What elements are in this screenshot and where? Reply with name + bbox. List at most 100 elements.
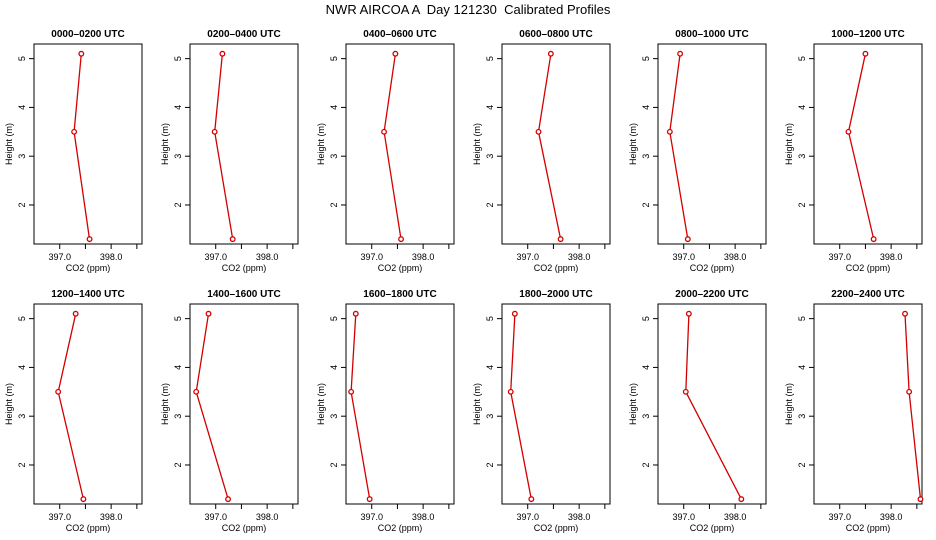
y-tick-label: 5 xyxy=(173,316,183,321)
x-tick-label: 397.0 xyxy=(360,512,383,522)
y-tick-label: 4 xyxy=(641,105,651,110)
data-point xyxy=(684,236,691,243)
plot-frame xyxy=(189,303,299,505)
data-point xyxy=(392,50,399,57)
y-axis-label: Height (m) xyxy=(316,123,326,165)
y-tick-label: 3 xyxy=(329,154,339,159)
x-tick-label: 397.0 xyxy=(516,512,539,522)
panel-title: 0200–0400 UTC xyxy=(207,29,280,40)
x-tick-label: 398.0 xyxy=(256,252,279,262)
y-tick-label: 2 xyxy=(173,462,183,467)
data-point xyxy=(547,50,554,57)
x-tick-label: 398.0 xyxy=(568,512,591,522)
plot-frame xyxy=(501,43,611,245)
y-tick-label: 3 xyxy=(173,414,183,419)
plot-frame xyxy=(657,43,767,245)
plot-frame xyxy=(813,303,923,505)
y-tick-label: 2 xyxy=(641,462,651,467)
data-point xyxy=(72,310,79,317)
data-point xyxy=(528,496,535,503)
profile-line xyxy=(195,313,229,500)
y-tick-label: 2 xyxy=(641,202,651,207)
x-axis-label: CO2 (ppm) xyxy=(66,263,111,273)
data-point xyxy=(352,310,359,317)
x-tick-label: 398.0 xyxy=(568,252,591,262)
data-point xyxy=(398,236,404,243)
profile-line xyxy=(214,53,234,240)
profile-line xyxy=(510,313,532,500)
y-tick-label: 2 xyxy=(797,202,807,207)
plot-frame xyxy=(189,43,299,245)
chart-main-title: NWR AIRCOA A Day 121230 Calibrated Profi… xyxy=(325,2,611,17)
y-axis-label: Height (m) xyxy=(160,123,170,165)
x-tick-label: 397.0 xyxy=(828,512,851,522)
data-point xyxy=(738,496,745,503)
panel-title: 1000–1200 UTC xyxy=(831,29,904,40)
x-tick-label: 398.0 xyxy=(100,512,123,522)
data-point xyxy=(917,496,924,503)
y-tick-label: 4 xyxy=(485,365,495,370)
y-tick-label: 2 xyxy=(173,202,183,207)
data-point xyxy=(507,388,514,395)
y-tick-label: 2 xyxy=(485,202,495,207)
panel-title: 1600–1800 UTC xyxy=(363,289,436,300)
x-tick-label: 398.0 xyxy=(256,512,279,522)
y-tick-label: 3 xyxy=(797,154,807,159)
plot-frame xyxy=(657,303,767,505)
x-tick-label: 397.0 xyxy=(516,252,539,262)
y-tick-label: 2 xyxy=(329,462,339,467)
y-axis-label: Height (m) xyxy=(472,383,482,425)
profile-line xyxy=(57,313,85,500)
profile-line xyxy=(904,313,922,500)
y-tick-label: 4 xyxy=(329,365,339,370)
panel-title: 2200–2400 UTC xyxy=(831,289,904,300)
y-tick-label: 2 xyxy=(17,202,27,207)
y-tick-label: 3 xyxy=(17,154,27,159)
y-tick-label: 4 xyxy=(485,105,495,110)
panel-title: 1400–1600 UTC xyxy=(207,289,280,300)
y-axis-label: Height (m) xyxy=(160,383,170,425)
y-tick-label: 3 xyxy=(485,154,495,159)
data-point xyxy=(381,128,388,135)
y-tick-label: 3 xyxy=(485,414,495,419)
data-point xyxy=(666,128,673,135)
y-tick-label: 5 xyxy=(329,316,339,321)
y-tick-label: 5 xyxy=(17,56,27,61)
x-axis-label: CO2 (ppm) xyxy=(66,523,111,533)
y-tick-label: 3 xyxy=(641,414,651,419)
y-tick-label: 3 xyxy=(173,154,183,159)
profile-line xyxy=(537,53,562,240)
plot-frame xyxy=(33,43,143,245)
plot-frame xyxy=(813,43,923,245)
y-tick-label: 5 xyxy=(329,56,339,61)
y-axis-label: Height (m) xyxy=(4,383,14,425)
x-axis-label: CO2 (ppm) xyxy=(690,263,735,273)
x-tick-label: 398.0 xyxy=(412,252,435,262)
x-tick-label: 398.0 xyxy=(100,252,123,262)
panel-title: 2000–2200 UTC xyxy=(675,289,748,300)
profile-line xyxy=(847,53,875,240)
data-point xyxy=(682,388,689,395)
data-point xyxy=(193,388,200,395)
y-tick-label: 5 xyxy=(485,56,495,61)
plot-frame xyxy=(345,43,455,245)
profile-line xyxy=(669,53,689,240)
y-tick-label: 5 xyxy=(485,316,495,321)
y-tick-label: 3 xyxy=(797,414,807,419)
x-tick-label: 397.0 xyxy=(48,512,71,522)
data-point xyxy=(845,128,852,135)
y-tick-label: 4 xyxy=(641,365,651,370)
x-axis-label: CO2 (ppm) xyxy=(378,523,423,533)
x-axis-label: CO2 (ppm) xyxy=(534,523,579,533)
panel-title: 0800–1000 UTC xyxy=(675,29,748,40)
x-tick-label: 397.0 xyxy=(828,252,851,262)
